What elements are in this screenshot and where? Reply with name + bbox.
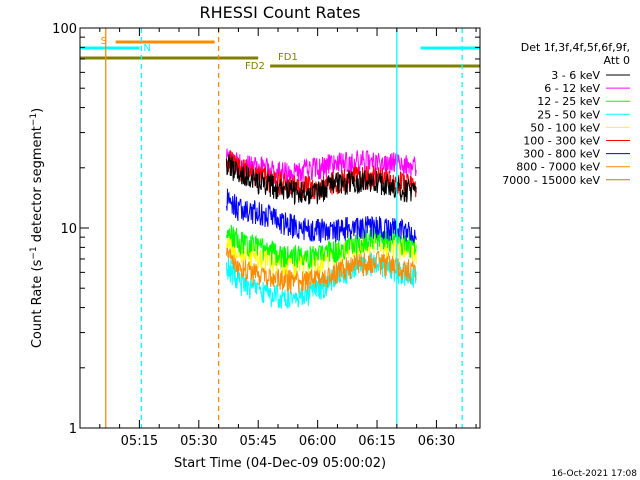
plot-data-layer [226,148,417,309]
legend-header-line-1: Det 1f,3f,4f,5f,6f,9f, [521,41,630,54]
y-axis-ticks: 1 10 100 [52,22,480,437]
x-axis-ticks: 05:15 05:30 05:45 06:00 06:15 06:30 [99,28,477,449]
legend-label: 25 - 50 keV [537,108,600,121]
flag-fd1-label: FD1 [278,52,298,63]
timestamp: 16-Oct-2021 17:08 [552,469,638,479]
y-axis-label-exponent-1: −1 [29,246,39,259]
legend-label: 300 - 800 keV [523,148,600,161]
y-axis-label-exponent-2: −1 [29,113,39,126]
x-axis-label: Start Time (04-Dec-09 05:00:02) [174,456,386,471]
x-tick-label: 06:15 [358,434,395,449]
legend-header-line-2: Att 0 [604,54,630,67]
series-300-800-kev-line [226,188,417,243]
legend-label: 6 - 12 keV [544,82,600,95]
chart-title: RHESSI Count Rates [200,3,361,22]
legend-label: 3 - 6 keV [551,69,600,82]
y-axis-label-middle: detector segment [30,126,45,246]
y-tick-label: 1 [69,422,77,437]
x-tick-label: 05:30 [180,434,217,449]
x-tick-label: 05:45 [239,434,276,449]
y-axis-label: Count Rate (s−1 detector segment−1) [29,108,45,348]
series-3-6-kev-line [226,154,417,205]
flag-n-label: N [143,43,150,54]
flag-s-label: S [101,36,107,47]
y-axis-label-end: ) [30,108,45,113]
legend-label: 50 - 100 keV [530,121,600,134]
legend-label: 100 - 300 keV [523,135,600,148]
x-tick-label: 05:15 [121,434,158,449]
flag-fd2-label: FD2 [245,61,265,72]
legend-label: 7000 - 15000 keV [502,174,600,187]
y-tick-label: 10 [60,222,77,237]
series-12-25-kev-line [226,224,417,270]
x-tick-label: 06:00 [299,434,336,449]
x-tick-label: 06:30 [418,434,455,449]
legend-label: 800 - 7000 keV [516,161,600,174]
legend-label: 12 - 25 keV [537,95,600,108]
y-axis-label-main: Count Rate (s [30,259,45,348]
y-tick-label: 100 [52,22,77,37]
instrument-markers: S N FD1 FD2 [80,28,480,428]
series-800-7000-kev-line [226,244,417,294]
